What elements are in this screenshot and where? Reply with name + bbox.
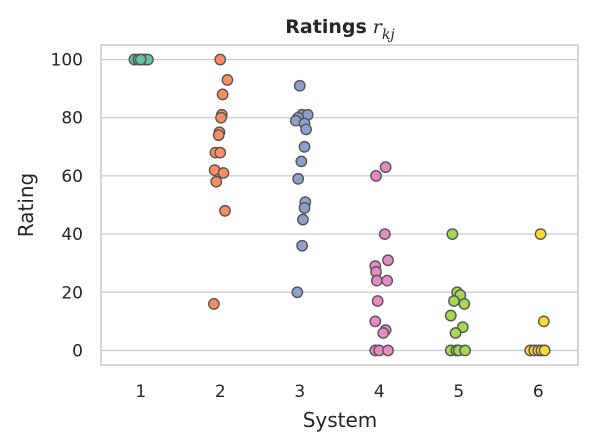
data-point-system-2	[214, 53, 227, 66]
x-tick-label: 6	[533, 382, 544, 402]
data-point-system-3	[292, 172, 305, 185]
data-point-system-2	[215, 111, 227, 124]
data-point-system-6	[534, 228, 547, 240]
chart-title-subscript: kj	[382, 27, 395, 43]
data-point-system-3	[295, 155, 308, 168]
data-point-system-1	[134, 53, 147, 66]
data-point-system-4	[369, 315, 382, 328]
data-point-system-4	[382, 254, 394, 267]
data-point-system-5	[449, 327, 462, 339]
x-tick-label: 4	[374, 382, 385, 402]
x-axis-label: System	[303, 408, 378, 432]
data-point-system-3	[297, 213, 309, 226]
y-tick-label: 60	[61, 167, 83, 187]
y-tick-label: 80	[61, 109, 83, 129]
data-point-system-3	[296, 239, 309, 252]
data-point-system-3	[298, 140, 311, 153]
y-tick-labels: 0 20 40 60 80 100	[51, 51, 83, 362]
data-point-system-2	[214, 146, 227, 159]
data-point-system-2	[219, 204, 231, 217]
data-point-system-3	[293, 79, 306, 92]
grid-lines	[101, 58, 578, 352]
data-point-system-5	[446, 228, 459, 240]
chart-title: Ratings rkj	[285, 16, 395, 43]
data-point-system-2	[221, 74, 234, 86]
y-tick-label: 20	[61, 283, 83, 303]
y-tick-label: 100	[51, 51, 83, 71]
data-point-system-4	[379, 161, 392, 174]
data-point-system-4	[377, 327, 390, 339]
data-point-system-2	[216, 88, 229, 101]
data-point-system-5	[459, 344, 472, 357]
data-point-system-6	[538, 344, 551, 357]
data-point-system-3	[300, 123, 313, 136]
data-point-system-5	[448, 295, 460, 307]
x-tick-label: 1	[135, 382, 146, 402]
data-point-system-4	[381, 274, 394, 287]
data-point-system-2	[212, 129, 225, 142]
chart-title-text: Ratings	[285, 16, 366, 38]
data-points	[128, 53, 551, 357]
data-point-system-5	[444, 309, 457, 322]
data-point-system-4	[378, 228, 391, 240]
data-point-system-4	[371, 295, 384, 307]
data-point-system-5	[458, 298, 471, 310]
y-tick-label: 0	[72, 341, 83, 361]
x-tick-labels: 1 2 3 4 5 6	[135, 382, 543, 402]
data-point-system-2	[210, 175, 223, 188]
x-tick-label: 3	[294, 382, 305, 402]
y-tick-label: 40	[61, 225, 83, 245]
data-point-system-3	[291, 286, 304, 299]
data-point-system-3	[298, 202, 311, 214]
chart-title-math: r	[373, 16, 384, 38]
data-point-system-2	[217, 167, 230, 179]
data-point-system-6	[537, 315, 550, 328]
data-point-system-4	[382, 344, 394, 357]
y-axis-label: Rating	[14, 173, 38, 237]
data-point-system-4	[370, 170, 382, 182]
data-point-system-2	[207, 298, 220, 310]
data-point-system-4	[370, 274, 383, 287]
x-tick-label: 2	[215, 382, 226, 402]
x-tick-label: 5	[453, 382, 464, 402]
plot-frame	[100, 44, 579, 366]
